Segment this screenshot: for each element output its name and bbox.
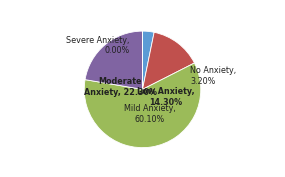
Wedge shape [142,32,194,89]
Wedge shape [85,31,142,89]
Wedge shape [84,63,201,148]
Text: No Anxiety,
3.20%: No Anxiety, 3.20% [190,66,236,86]
Wedge shape [142,31,154,89]
Text: Low Anxiety,
14.30%: Low Anxiety, 14.30% [137,87,195,107]
Text: Mild Anxiety,
60.10%: Mild Anxiety, 60.10% [124,104,175,124]
Text: Moderate
Anxiety, 22.30%: Moderate Anxiety, 22.30% [84,77,157,97]
Text: Severe Anxiety,
0.00%: Severe Anxiety, 0.00% [66,36,130,55]
